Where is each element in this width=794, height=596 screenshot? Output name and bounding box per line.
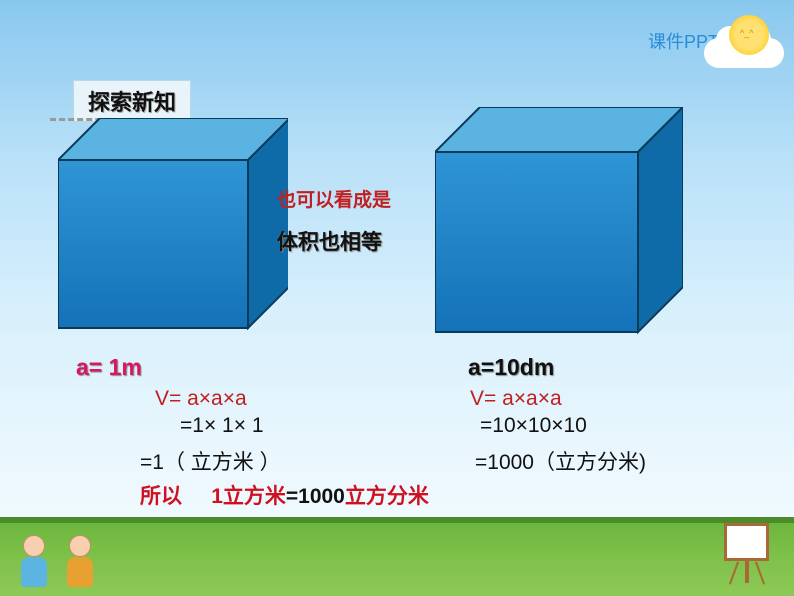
formula-left-result: =1（ 立方米 ） [140, 446, 281, 476]
conclusion-lhs: 1立方米 [211, 485, 286, 508]
formula-left-v: V= a×a×a [155, 387, 247, 411]
sun-icon [729, 15, 769, 55]
conclusion-eq: = [286, 485, 298, 508]
conclusion-num: 1000 [298, 485, 345, 508]
section-title-box: 探索新知 [73, 80, 191, 122]
kid-right-icon [60, 535, 100, 590]
cube-left [58, 138, 258, 338]
cube-left-label: a= 1m [76, 354, 142, 381]
easel-icon [719, 523, 774, 588]
formula-right-v: V= a×a×a [470, 387, 562, 411]
cube-right-svg [435, 107, 683, 342]
formula-right-calc: =10×10×10 [480, 414, 587, 438]
cube-right-label: a=10dm [468, 354, 554, 381]
conclusion-unit: 立方分米 [345, 485, 429, 508]
ground-background [0, 520, 794, 596]
formula-left-calc: =1× 1× 1 [180, 414, 264, 438]
cube-left-svg [58, 118, 288, 338]
conclusion-prefix: 所以 [140, 485, 205, 508]
middle-text-1: 也可以看成是 [277, 185, 391, 212]
cube-right [435, 127, 650, 342]
kid-left-icon [14, 535, 54, 590]
conclusion-line: 所以 1立方米=1000立方分米 [140, 480, 429, 510]
section-title: 探索新知 [88, 90, 176, 115]
formula-right-result: =1000（立方分米) [475, 446, 646, 476]
middle-text-2: 体积也相等 [277, 226, 382, 256]
